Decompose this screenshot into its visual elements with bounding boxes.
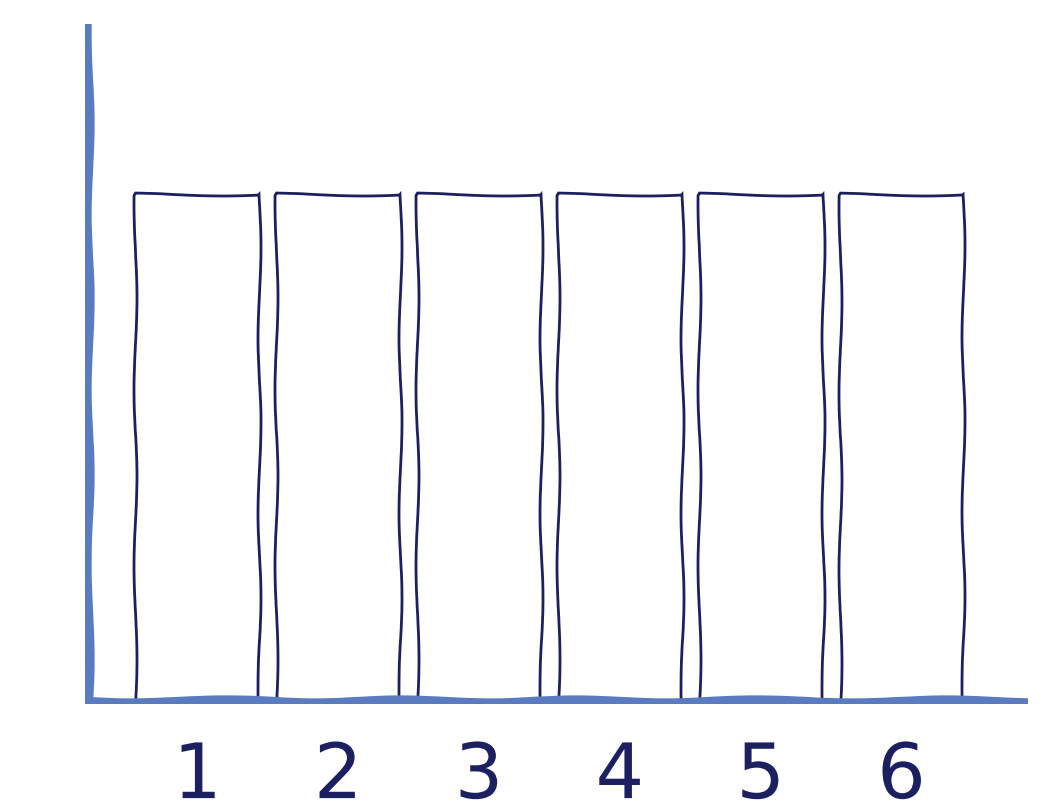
- Bar: [558, 194, 682, 704]
- Bar: [136, 194, 260, 704]
- Bar: [840, 194, 964, 704]
- Bar: [417, 194, 541, 704]
- Bar: [277, 194, 401, 704]
- Bar: [699, 194, 823, 704]
